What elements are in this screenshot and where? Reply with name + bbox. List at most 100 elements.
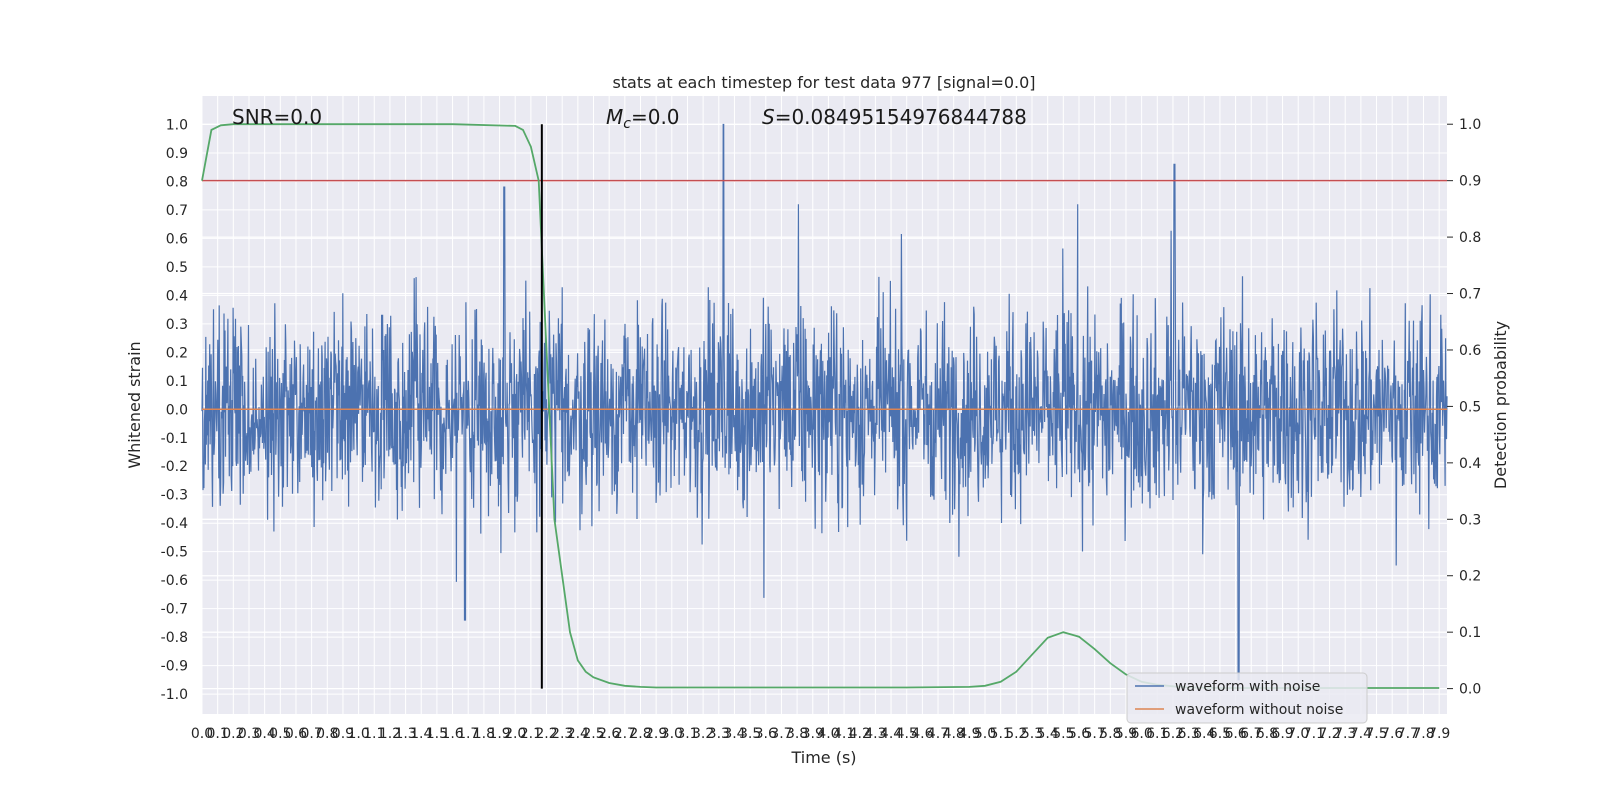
x-tick-label: 6.1: [1146, 726, 1168, 742]
x-tick-label: 6.4: [1193, 726, 1215, 742]
x-tick-label: 4.4: [880, 726, 902, 742]
waveform-with-noise-series: [201, 123, 1448, 681]
x-tick-label: 0.1: [207, 726, 229, 742]
x-tick-label: 1.0: [347, 726, 369, 742]
x-tick-label: 7.5: [1365, 726, 1387, 742]
x-tick-label: 1.9: [488, 726, 510, 742]
x-axis-ticks: 0.00.10.20.30.40.50.60.70.80.91.01.11.21…: [191, 726, 1450, 742]
x-tick-label: 3.7: [770, 726, 792, 742]
y2-tick-label: 0.4: [1459, 456, 1481, 472]
y-tick-label: 1.0: [166, 117, 188, 133]
x-tick-label: 6.5: [1209, 726, 1231, 742]
x-tick-label: 2.5: [582, 726, 604, 742]
x-tick-label: 6.9: [1271, 726, 1293, 742]
y2-axis-label: Detection probability: [1491, 321, 1510, 489]
x-tick-label: 7.9: [1428, 726, 1450, 742]
x-tick-label: 4.2: [849, 726, 871, 742]
x-tick-label: 7.6: [1381, 726, 1403, 742]
y-tick-label: -0.1: [161, 431, 188, 447]
x-tick-label: 7.0: [1287, 726, 1309, 742]
x-tick-label: 0.3: [238, 726, 260, 742]
x-tick-label: 0.9: [332, 726, 354, 742]
y-tick-label: 0.7: [166, 203, 188, 219]
x-tick-label: 5.9: [1115, 726, 1137, 742]
x-tick-label: 0.8: [316, 726, 338, 742]
y-tick-label: -0.3: [161, 488, 188, 504]
x-tick-label: 0.7: [300, 726, 322, 742]
x-tick-label: 1.4: [410, 726, 432, 742]
x-tick-label: 5.6: [1068, 726, 1090, 742]
y-tick-label: -0.2: [161, 459, 188, 475]
x-tick-label: 6.0: [1130, 726, 1152, 742]
y-tick-label: -1.0: [161, 687, 188, 703]
y2-tick-label: 0.3: [1459, 512, 1481, 528]
x-tick-label: 4.5: [896, 726, 918, 742]
y-tick-label: -0.9: [161, 659, 188, 675]
x-tick-label: 3.9: [802, 726, 824, 742]
x-tick-label: 0.4: [254, 726, 276, 742]
x-tick-label: 3.2: [692, 726, 714, 742]
snr-annotation: SNR=0.0: [232, 105, 322, 129]
x-tick-label: 4.7: [927, 726, 949, 742]
x-tick-label: 7.4: [1350, 726, 1372, 742]
y-tick-label: -0.4: [161, 516, 188, 532]
x-tick-label: 4.3: [864, 726, 886, 742]
x-tick-label: 7.1: [1303, 726, 1325, 742]
legend-box: [1126, 672, 1368, 724]
x-tick-label: 3.0: [661, 726, 683, 742]
y2-tick-label: 0.5: [1459, 399, 1481, 415]
y-tick-label: 0.1: [166, 374, 188, 390]
x-tick-label: 7.8: [1412, 726, 1434, 742]
y-tick-label: 0.9: [166, 146, 188, 162]
x-tick-label: 0.6: [285, 726, 307, 742]
x-tick-label: 5.1: [990, 726, 1012, 742]
legend: waveform with noise waveform without noi…: [1126, 672, 1368, 724]
x-tick-label: 2.0: [504, 726, 526, 742]
x-tick-label: 1.6: [441, 726, 463, 742]
y-tick-label: 0.6: [166, 231, 188, 247]
legend-label-noise: waveform with noise: [1175, 679, 1320, 695]
y-tick-label: 0.4: [166, 288, 188, 304]
y-axis-ticks: -1.0 -0.9 -0.8 -0.7 -0.6 -0.5 -0.4 -0.3 -0.2 -0.1…: [161, 117, 188, 703]
x-tick-label: 2.1: [520, 726, 542, 742]
y2-tick-label: 0.2: [1459, 569, 1481, 585]
x-tick-label: 4.6: [911, 726, 933, 742]
y-tick-label: 0.3: [166, 317, 188, 333]
chart-title: stats at each timestep for test data 977…: [612, 73, 1035, 92]
x-tick-label: 3.5: [739, 726, 761, 742]
x-tick-label: 3.8: [786, 726, 808, 742]
y2-tick-label: 0.6: [1459, 343, 1481, 359]
x-tick-label: 6.6: [1224, 726, 1246, 742]
x-tick-label: 2.2: [535, 726, 557, 742]
y2-tick-label: 0.8: [1459, 230, 1481, 246]
y-tick-label: 0.2: [166, 345, 188, 361]
x-tick-label: 3.6: [755, 726, 777, 742]
waveform-with-noise-line: [201, 123, 1448, 681]
y-tick-label: -0.6: [161, 573, 188, 589]
y-tick-label: 0.0: [166, 402, 188, 418]
x-tick-label: 4.8: [943, 726, 965, 742]
y2-axis-ticks: 0.0 0.1 0.2 0.3 0.4 0.5 0.6 0.7 0.8 0.9 1.0: [1447, 117, 1481, 698]
s-annotation: S=0.08495154976844788: [762, 105, 1027, 129]
y-axis-label: Whitened strain: [125, 341, 144, 468]
x-tick-label: 5.2: [1005, 726, 1027, 742]
x-tick-label: 5.7: [1084, 726, 1106, 742]
y-tick-label: -0.5: [161, 545, 188, 561]
x-tick-label: 7.2: [1318, 726, 1340, 742]
x-tick-label: 6.8: [1256, 726, 1278, 742]
x-tick-label: 1.1: [363, 726, 385, 742]
y-tick-label: 0.8: [166, 174, 188, 190]
x-tick-label: 7.3: [1334, 726, 1356, 742]
x-tick-label: 1.2: [379, 726, 401, 742]
x-tick-label: 0.0: [191, 726, 213, 742]
x-tick-label: 1.7: [457, 726, 479, 742]
x-tick-label: 4.1: [833, 726, 855, 742]
x-tick-label: 6.3: [1177, 726, 1199, 742]
x-tick-label: 2.3: [551, 726, 573, 742]
y-tick-label: 0.5: [166, 260, 188, 276]
legend-label-clean: waveform without noise: [1175, 702, 1343, 718]
y2-tick-label: 0.0: [1459, 682, 1481, 698]
chirp-mass-annotation: Mc=0.0: [606, 105, 680, 132]
x-tick-label: 3.1: [676, 726, 698, 742]
